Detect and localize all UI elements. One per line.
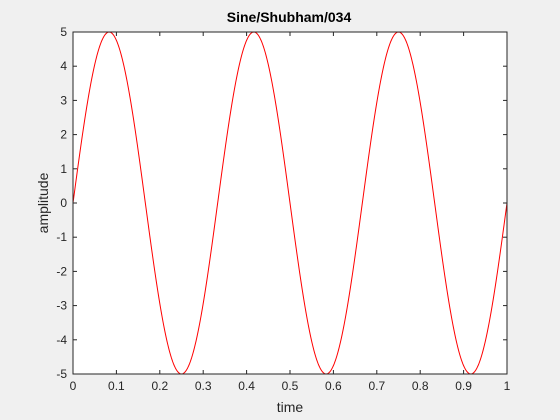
series-line-0 <box>72 31 508 375</box>
y-tick-label: 5 <box>60 25 67 39</box>
y-tick-label: 4 <box>60 59 67 73</box>
y-tick-label: -5 <box>56 367 67 381</box>
x-tick-label: 0.7 <box>368 379 385 393</box>
y-tick-label: -1 <box>56 230 67 244</box>
x-tick-label: 0.4 <box>238 379 255 393</box>
x-tick-label: 0.8 <box>412 379 429 393</box>
y-axis-ticks: -5 -4 -3 -2 -1 0 1 2 3 4 5 <box>56 25 507 381</box>
y-tick-label: -4 <box>56 333 67 347</box>
y-axis-label: amplitude <box>35 172 51 233</box>
x-axis-ticks: 0 0.1 0.2 0.3 0.4 0.5 0.6 0.7 0.8 0.9 1 <box>70 32 511 393</box>
x-tick-label: 0.1 <box>108 379 125 393</box>
y-tick-label: 0 <box>60 196 67 210</box>
y-tick-label: -2 <box>56 264 67 278</box>
y-tick-label: 1 <box>60 162 67 176</box>
x-tick-label: 0.3 <box>195 379 212 393</box>
x-tick-label: 0.2 <box>151 379 168 393</box>
x-tick-label: 0.9 <box>455 379 472 393</box>
x-tick-label: 0.6 <box>325 379 342 393</box>
chart-title: Sine/Shubham/034 <box>227 9 352 25</box>
series-layer <box>72 31 508 375</box>
y-tick-label: -3 <box>56 299 67 313</box>
x-tick-label: 0.5 <box>282 379 299 393</box>
x-tick-label: 1 <box>504 379 511 393</box>
y-tick-label: 2 <box>60 128 67 142</box>
y-tick-label: 3 <box>60 93 67 107</box>
x-tick-label: 0 <box>70 379 77 393</box>
x-axis-label: time <box>277 399 304 415</box>
